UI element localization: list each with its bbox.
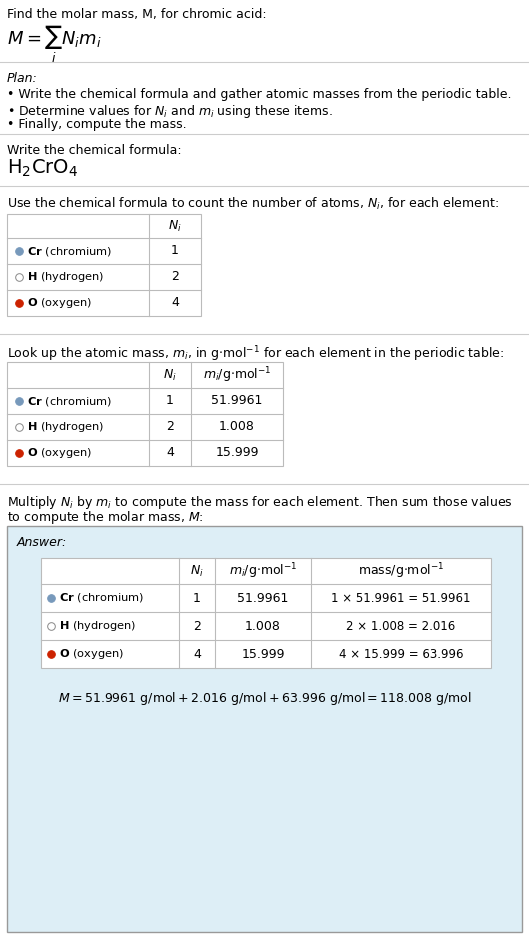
Text: $\mathbf{O}$ (oxygen): $\mathbf{O}$ (oxygen) [27, 446, 92, 460]
Text: Find the molar mass, M, for chromic acid:: Find the molar mass, M, for chromic acid… [7, 8, 267, 21]
Text: 1: 1 [193, 592, 201, 605]
Text: mass/g$\cdot$mol$^{-1}$: mass/g$\cdot$mol$^{-1}$ [358, 561, 444, 581]
Text: $m_i$/g$\cdot$mol$^{-1}$: $m_i$/g$\cdot$mol$^{-1}$ [203, 365, 271, 384]
Text: 4: 4 [166, 447, 174, 460]
Text: $M = \sum_i N_i m_i$: $M = \sum_i N_i m_i$ [7, 24, 102, 65]
Text: $N_i$: $N_i$ [190, 563, 204, 578]
Text: 1.008: 1.008 [245, 620, 281, 632]
Text: Multiply $N_i$ by $m_i$ to compute the mass for each element. Then sum those val: Multiply $N_i$ by $m_i$ to compute the m… [7, 494, 513, 511]
Text: to compute the molar mass, $M$:: to compute the molar mass, $M$: [7, 509, 204, 526]
Text: $\mathbf{O}$ (oxygen): $\mathbf{O}$ (oxygen) [59, 647, 124, 661]
Text: $\mathbf{H}$ (hydrogen): $\mathbf{H}$ (hydrogen) [27, 420, 104, 434]
Text: Look up the atomic mass, $m_i$, in g$\cdot$mol$^{-1}$ for each element in the pe: Look up the atomic mass, $m_i$, in g$\cd… [7, 344, 504, 364]
Text: • Determine values for $N_i$ and $m_i$ using these items.: • Determine values for $N_i$ and $m_i$ u… [7, 103, 333, 120]
Text: 1 × 51.9961 = 51.9961: 1 × 51.9961 = 51.9961 [331, 592, 471, 605]
Text: • Write the chemical formula and gather atomic masses from the periodic table.: • Write the chemical formula and gather … [7, 88, 512, 101]
Text: 2 × 1.008 = 2.016: 2 × 1.008 = 2.016 [346, 620, 455, 632]
Text: Plan:: Plan: [7, 72, 38, 85]
Text: $\mathrm{H_2CrO_4}$: $\mathrm{H_2CrO_4}$ [7, 158, 78, 179]
Text: $N_i$: $N_i$ [168, 219, 182, 234]
Text: 15.999: 15.999 [215, 447, 259, 460]
Text: 2: 2 [193, 620, 201, 632]
Text: $\mathbf{H}$ (hydrogen): $\mathbf{H}$ (hydrogen) [59, 619, 136, 633]
Text: $\mathbf{H}$ (hydrogen): $\mathbf{H}$ (hydrogen) [27, 270, 104, 284]
Text: 51.9961: 51.9961 [211, 395, 263, 408]
Text: $M = 51.9961\ \mathrm{g/mol} + 2.016\ \mathrm{g/mol} + 63.996\ \mathrm{g/mol} = : $M = 51.9961\ \mathrm{g/mol} + 2.016\ \m… [58, 690, 471, 707]
Text: 4: 4 [171, 297, 179, 310]
Text: $m_i$/g$\cdot$mol$^{-1}$: $m_i$/g$\cdot$mol$^{-1}$ [229, 561, 297, 581]
Text: 1: 1 [171, 245, 179, 257]
FancyBboxPatch shape [7, 526, 522, 932]
Text: 1: 1 [166, 395, 174, 408]
Text: Answer:: Answer: [17, 536, 67, 549]
Text: $\mathbf{O}$ (oxygen): $\mathbf{O}$ (oxygen) [27, 296, 92, 310]
Text: Use the chemical formula to count the number of atoms, $N_i$, for each element:: Use the chemical formula to count the nu… [7, 196, 499, 212]
Text: 4: 4 [193, 647, 201, 660]
Text: $N_i$: $N_i$ [163, 367, 177, 382]
Text: 15.999: 15.999 [241, 647, 285, 660]
Text: • Finally, compute the mass.: • Finally, compute the mass. [7, 118, 187, 131]
Text: $\mathbf{Cr}$ (chromium): $\mathbf{Cr}$ (chromium) [27, 245, 112, 257]
Text: 1.008: 1.008 [219, 420, 255, 433]
Text: 4 × 15.999 = 63.996: 4 × 15.999 = 63.996 [339, 647, 463, 660]
Text: 51.9961: 51.9961 [238, 592, 289, 605]
Text: 2: 2 [166, 420, 174, 433]
FancyBboxPatch shape [41, 558, 491, 668]
Text: 2: 2 [171, 270, 179, 284]
Text: $\mathbf{Cr}$ (chromium): $\mathbf{Cr}$ (chromium) [59, 592, 144, 605]
Text: Write the chemical formula:: Write the chemical formula: [7, 144, 181, 157]
Text: $\mathbf{Cr}$ (chromium): $\mathbf{Cr}$ (chromium) [27, 395, 112, 408]
